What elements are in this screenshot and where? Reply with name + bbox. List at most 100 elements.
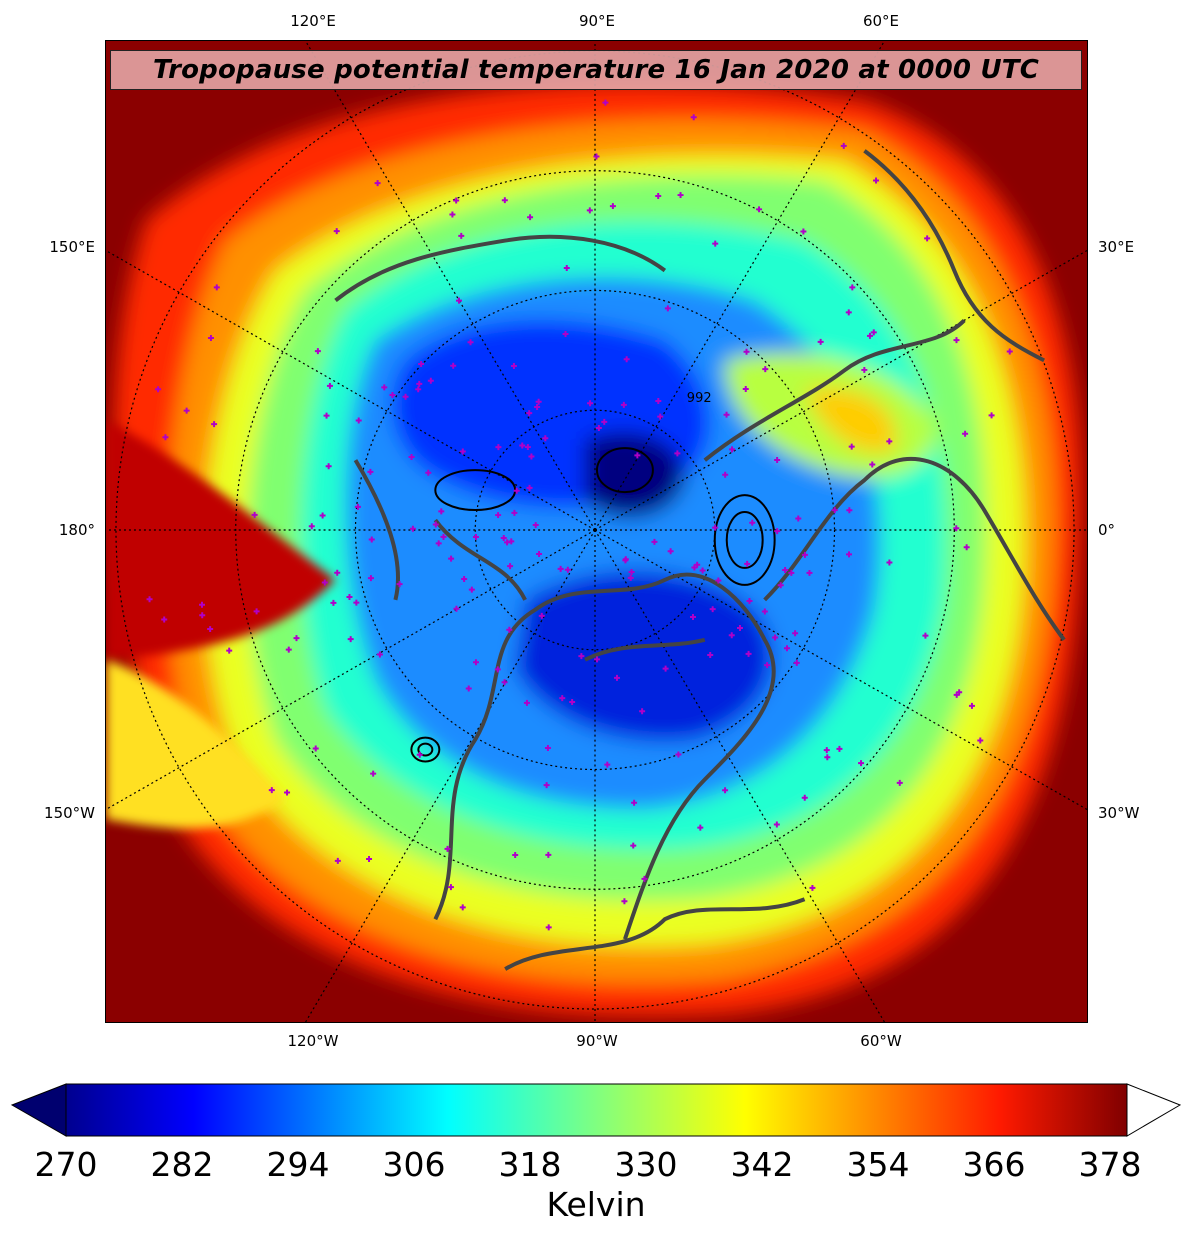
station-marker (783, 645, 790, 652)
station-marker (513, 487, 520, 494)
station-marker (641, 875, 648, 882)
station-marker (346, 593, 353, 600)
lon-label-right-2: 0° (1098, 521, 1116, 539)
station-marker (953, 525, 960, 532)
station-marker (578, 653, 585, 660)
station-marker (504, 539, 511, 546)
station-marker (756, 206, 763, 213)
station-marker (347, 636, 354, 643)
station-marker (334, 857, 341, 864)
station-marker (866, 332, 873, 339)
station-marker (817, 338, 824, 345)
station-marker (831, 507, 838, 514)
station-marker (836, 745, 843, 752)
station-marker (657, 413, 664, 420)
station-marker (613, 674, 620, 681)
station-marker (953, 337, 960, 344)
station-marker (886, 438, 893, 445)
station-marker (564, 566, 571, 573)
station-marker (425, 469, 432, 476)
station-marker (559, 695, 566, 702)
station-marker (354, 503, 361, 510)
station-marker (183, 407, 190, 414)
station-marker (709, 606, 716, 613)
colorbar-tick-378: 378 (1078, 1145, 1142, 1184)
station-marker (664, 305, 671, 312)
colorbar-tick-330: 330 (614, 1145, 678, 1184)
station-marker (746, 597, 753, 604)
station-marker (415, 386, 422, 393)
station-marker (545, 851, 552, 858)
station-marker (527, 214, 534, 221)
colorbar-tick-294: 294 (266, 1145, 330, 1184)
station-marker (376, 651, 383, 658)
station-marker (712, 524, 719, 531)
map-title: Tropopause potential temperature 16 Jan … (110, 50, 1082, 90)
station-marker (840, 142, 847, 149)
station-marker (631, 799, 638, 806)
station-marker (545, 924, 552, 931)
station-marker (593, 153, 600, 160)
station-marker (370, 770, 377, 777)
station-marker (801, 551, 808, 558)
station-marker (459, 904, 466, 911)
station-marker (472, 659, 479, 666)
station-marker (662, 665, 669, 672)
station-marker (609, 203, 616, 210)
station-marker (749, 519, 756, 526)
station-marker (886, 559, 893, 566)
station-marker (956, 689, 963, 696)
station-marker (284, 789, 291, 796)
station-marker (869, 461, 876, 468)
station-marker (501, 197, 508, 204)
station-marker (743, 348, 750, 355)
station-marker (630, 842, 637, 849)
station-marker (444, 845, 451, 852)
station-marker (519, 442, 526, 449)
station-marker (325, 463, 332, 470)
station-marker (465, 685, 472, 692)
station-marker (674, 450, 681, 457)
station-marker (774, 456, 781, 463)
station-marker (602, 99, 609, 106)
station-marker (402, 393, 409, 400)
station-marker (873, 177, 880, 184)
station-marker (333, 228, 340, 235)
station-marker (736, 624, 743, 631)
station-marker (251, 511, 258, 518)
station-marker (355, 417, 362, 424)
station-marker (293, 635, 300, 642)
station-marker (432, 521, 439, 528)
station-marker (773, 821, 780, 828)
station-marker (213, 284, 220, 291)
station-marker (742, 385, 749, 392)
station-marker (472, 534, 479, 541)
station-marker (268, 787, 275, 794)
lon-label-left-2: 180° (58, 521, 95, 539)
station-marker (697, 824, 704, 831)
station-marker (699, 567, 706, 574)
station-marker (977, 737, 984, 744)
station-marker (532, 522, 539, 529)
station-marker (526, 484, 533, 491)
station-marker (823, 747, 830, 754)
station-marker (745, 650, 752, 657)
station-marker (806, 569, 813, 576)
station-marker (353, 599, 360, 606)
station-marker (374, 180, 381, 187)
station-marker (450, 362, 457, 369)
station-marker (601, 418, 608, 425)
station-marker (744, 560, 751, 567)
station-marker (761, 608, 768, 615)
station-marker (689, 613, 696, 620)
station-marker (155, 386, 162, 393)
station-marker (800, 228, 807, 235)
station-marker (809, 884, 816, 891)
lon-label-left-1: 150°E (49, 238, 95, 256)
station-marker (587, 400, 594, 407)
station-marker (528, 453, 535, 460)
colorbar-max-extend (1126, 1083, 1182, 1137)
station-marker (494, 666, 501, 673)
station-marker (207, 335, 214, 342)
colorbar-tick-270: 270 (34, 1145, 98, 1184)
